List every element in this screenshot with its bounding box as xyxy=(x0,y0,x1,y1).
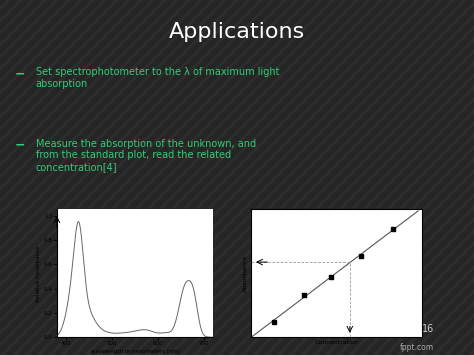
X-axis label: Concentration: Concentration xyxy=(314,340,359,345)
Text: Set spectrophotometer to the λ of maximum light
absorption: Set spectrophotometer to the λ of maximu… xyxy=(36,67,279,89)
Text: −: − xyxy=(14,67,25,81)
Text: Applications: Applications xyxy=(169,22,305,42)
Text: −: − xyxy=(14,138,25,152)
Text: 16: 16 xyxy=(421,324,434,334)
Point xyxy=(390,226,397,232)
Text: Measure the absorption of the unknown, and
from the standard plot, read the rela: Measure the absorption of the unknown, a… xyxy=(36,138,255,172)
Point xyxy=(327,274,335,280)
Point xyxy=(301,292,308,298)
Y-axis label: Relative Absorbance: Relative Absorbance xyxy=(36,245,41,302)
X-axis label: wavelength in nanometers (nm): wavelength in nanometers (nm) xyxy=(91,349,180,354)
Text: fppt.com: fppt.com xyxy=(400,343,434,352)
Y-axis label: Absorbance: Absorbance xyxy=(244,255,248,292)
Point xyxy=(270,320,278,325)
Point xyxy=(357,253,365,259)
